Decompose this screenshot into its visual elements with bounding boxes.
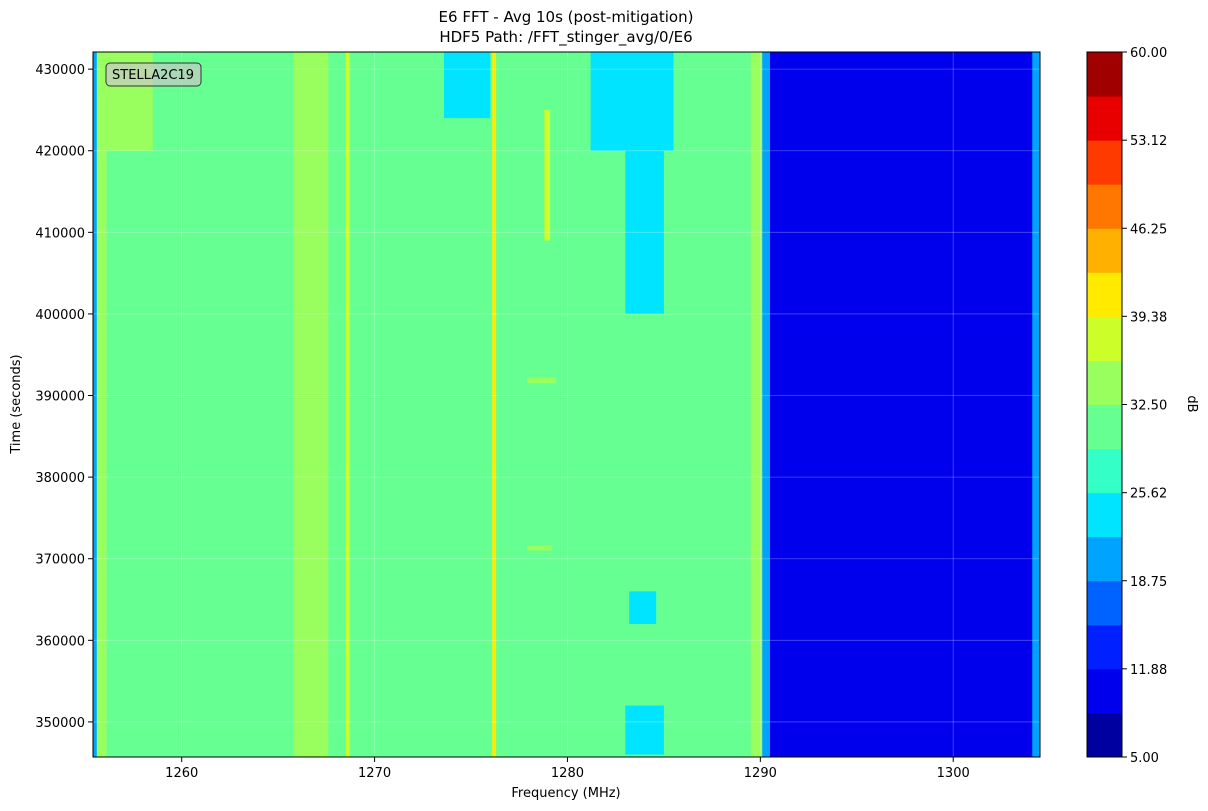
colorbar-swatch [1087, 272, 1122, 317]
heatmap-cell [629, 591, 657, 624]
colorbar-swatch [1087, 404, 1122, 450]
colorbar-swatch [1087, 668, 1122, 714]
plot-frame [92, 51, 1041, 758]
x-tick-label: 1300 [937, 766, 970, 781]
heatmap-cell [293, 52, 329, 757]
heatmap-cell [750, 52, 763, 757]
heatmap-cell [526, 545, 553, 551]
colorbar-tick-label: 32.50 [1130, 399, 1167, 414]
heatmap-cell [96, 52, 107, 757]
colorbar-label: dB [1184, 395, 1199, 412]
y-tick-label: 420000 [35, 145, 85, 160]
x-tick-label: 1270 [358, 766, 391, 781]
x-tick-label: 1280 [551, 766, 584, 781]
colorbar-tick-label: 39.38 [1130, 310, 1167, 325]
y-axis-label: Time (seconds) [9, 354, 24, 454]
colorbar-swatch [1087, 184, 1122, 229]
colorbar-swatch [1087, 624, 1122, 670]
chart-subtitle: HDF5 Path: /FFT_stinger_avg/0/E6 [439, 28, 692, 47]
colorbar-swatch [1087, 536, 1122, 582]
colorbar-swatch [1087, 316, 1122, 361]
heatmap-cell [625, 705, 664, 755]
colorbar-swatch [1087, 52, 1122, 97]
y-tick-label: 390000 [35, 390, 85, 405]
colorbar-swatch [1087, 228, 1122, 273]
heatmap-cell [625, 150, 664, 314]
heatmap-cell [526, 377, 556, 384]
colorbar-tick-label: 11.88 [1130, 663, 1167, 678]
y-tick-label: 380000 [35, 471, 85, 486]
heatmap-cell [590, 52, 674, 151]
colorbar-swatch [1087, 360, 1122, 405]
heatmap-cell [762, 52, 770, 757]
y-tick-label: 360000 [35, 634, 85, 649]
colorbar-swatch [1087, 96, 1122, 141]
x-axis-label: Frequency (MHz) [511, 786, 620, 801]
heatmap-cell [345, 52, 350, 757]
chart-title: E6 FFT - Avg 10s (post-mitigation) [439, 8, 694, 26]
x-tick-label: 1290 [744, 766, 777, 781]
colorbar-tick-label: 5.00 [1130, 751, 1159, 766]
colorbar-tick-label: 25.62 [1130, 487, 1167, 502]
y-tick-label: 400000 [35, 308, 85, 323]
colorbar-swatch [1087, 712, 1122, 758]
colorbar-swatch [1087, 140, 1122, 185]
x-tick-label: 1260 [165, 766, 198, 781]
annotation-box [105, 62, 202, 87]
colorbar-tick-label: 60.00 [1130, 46, 1167, 61]
colorbar-tick-label: 46.25 [1130, 222, 1167, 237]
annotation: STELLA2C19 [112, 68, 194, 83]
y-tick-label: 410000 [35, 226, 85, 241]
heatmap-cell [544, 109, 551, 241]
colorbar-tick-label: 53.12 [1130, 134, 1167, 149]
y-tick-label: 350000 [35, 716, 85, 731]
heatmap-cell [764, 52, 1040, 757]
heatmap-cell [492, 52, 497, 757]
colorbar-swatch [1087, 580, 1122, 626]
heatmap-cell [444, 52, 491, 119]
heatmap-cell [93, 52, 97, 757]
colorbar-swatch [1087, 492, 1122, 538]
colorbar-swatch [1087, 448, 1122, 494]
colorbar-tick-label: 18.75 [1130, 575, 1167, 590]
heatmap-cell [1032, 52, 1040, 757]
y-tick-label: 370000 [35, 553, 85, 568]
y-tick-label: 430000 [35, 63, 85, 78]
